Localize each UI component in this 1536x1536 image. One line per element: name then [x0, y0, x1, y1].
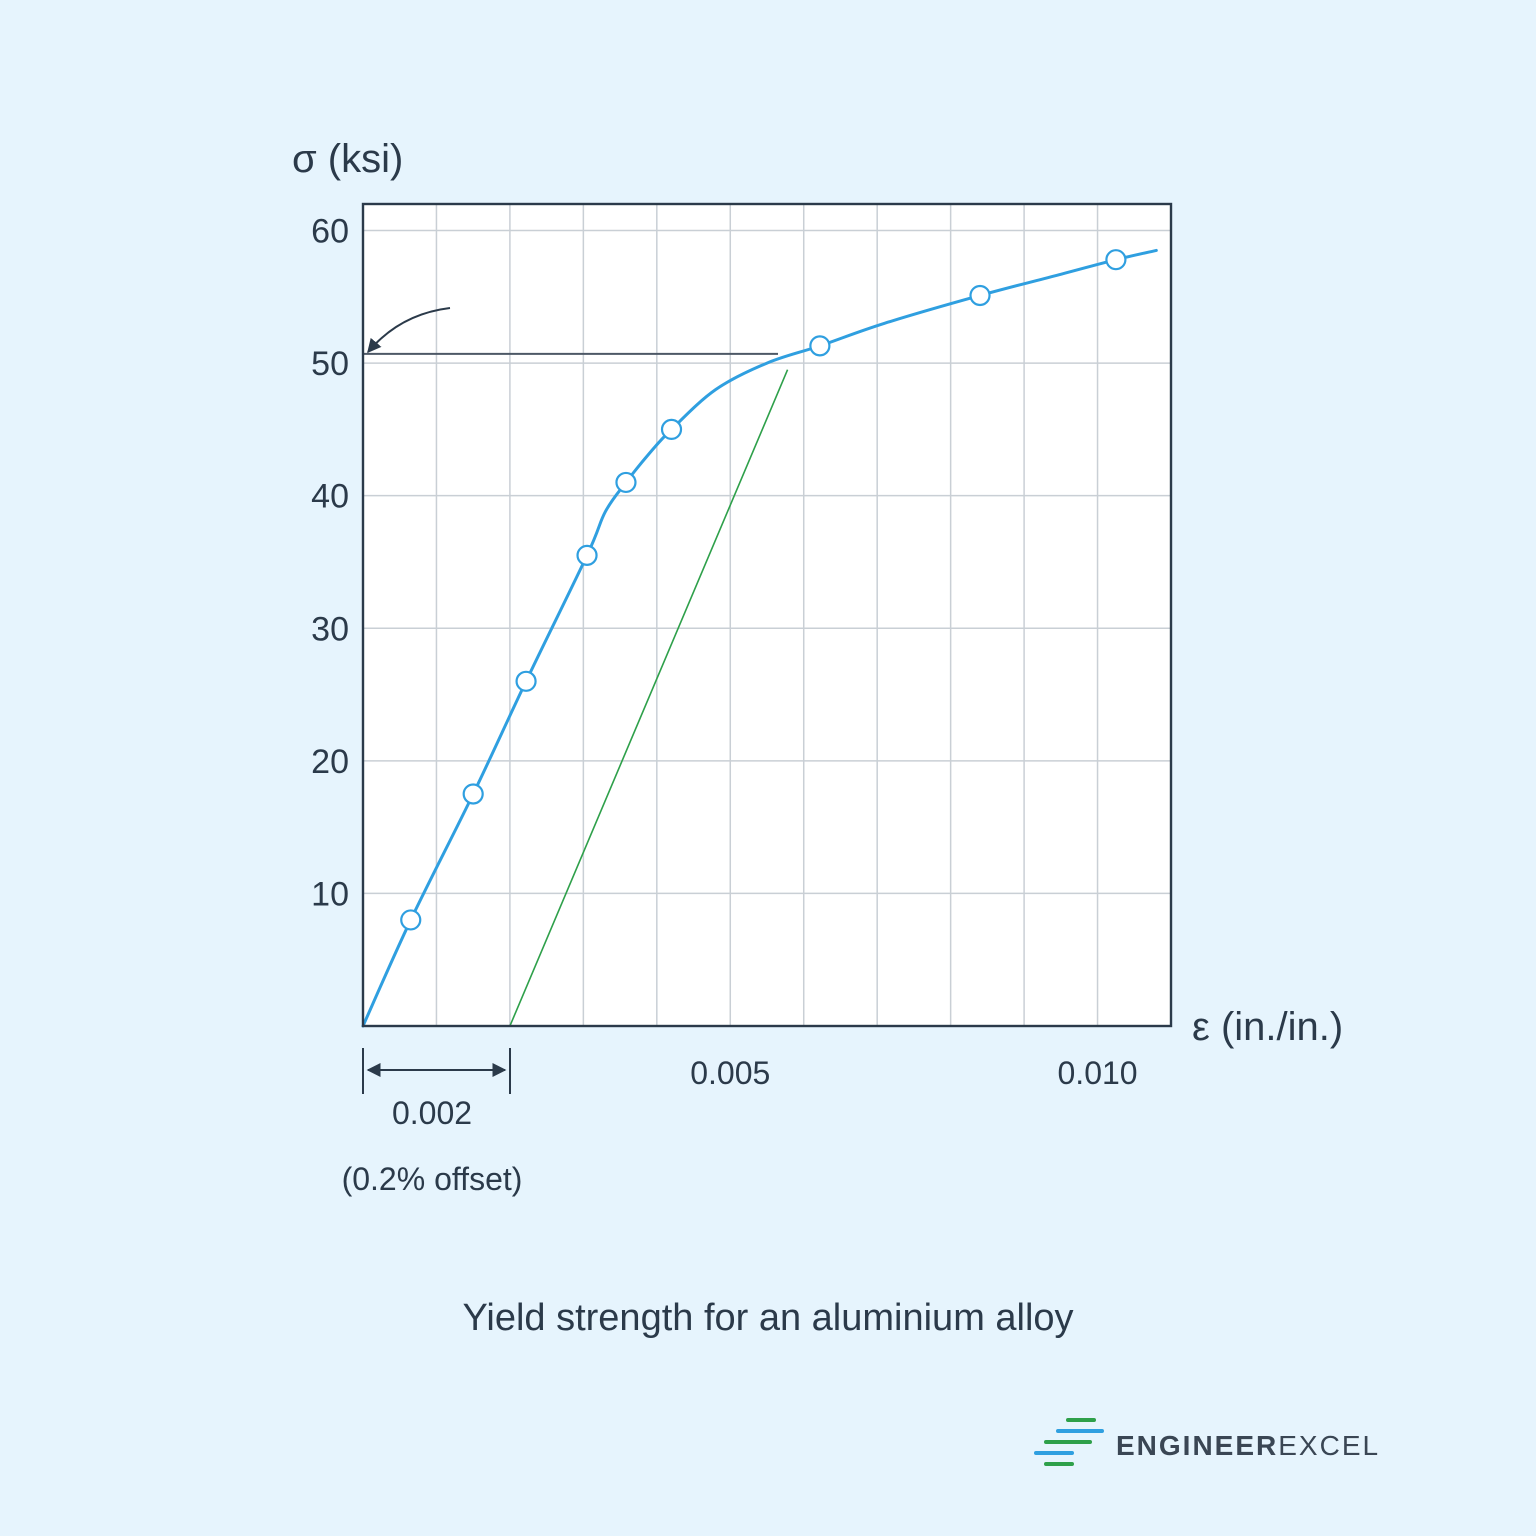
x-tick-labels: 0.005 0.010	[690, 1055, 1137, 1091]
y-tick-label: 20	[311, 743, 349, 781]
offset-dimension: 0.002 (0.2% offset)	[342, 1048, 523, 1197]
data-point-3	[576, 544, 598, 566]
offset-line	[509, 369, 789, 1027]
data-point-0	[400, 909, 422, 931]
offset-value-label: 0.002	[392, 1095, 472, 1131]
data-point-6	[809, 335, 831, 357]
svg-text:ENGINEEREXCEL: ENGINEEREXCEL	[1116, 1430, 1380, 1461]
brand-name-light: EXCEL	[1278, 1430, 1380, 1461]
data-point-8	[1105, 249, 1127, 271]
data-point-4	[615, 471, 637, 494]
y-tick-label: 10	[311, 875, 349, 913]
data-point-2	[515, 670, 537, 692]
brand-logo-icon	[1034, 1418, 1104, 1466]
data-point-1	[462, 783, 484, 805]
data-points	[400, 249, 1127, 931]
y-tick-label: 40	[311, 478, 349, 516]
y-tick-label: 50	[311, 345, 349, 383]
chart-caption: Yield strength for an aluminium alloy	[462, 1297, 1073, 1339]
y-tick-label: 30	[311, 610, 349, 648]
brand-logo: ENGINEEREXCEL	[1034, 1418, 1380, 1466]
y-tick-labels: 10 20 30 40 50 60	[311, 213, 349, 914]
x-tick-label: 0.010	[1058, 1055, 1138, 1091]
plot-frame	[361, 202, 1173, 1028]
brand-name-bold: ENGINEER	[1116, 1430, 1278, 1461]
x-axis-label: ε (in./in.)	[1192, 1005, 1343, 1049]
vertical-gridlines	[435, 204, 1099, 1026]
yield-arrow	[367, 307, 451, 354]
data-point-5	[660, 418, 683, 440]
plot-area	[363, 204, 1171, 1026]
y-axis-label: σ (ksi)	[292, 137, 403, 181]
data-point-7	[969, 284, 991, 307]
horizontal-gridlines	[363, 229, 1171, 895]
y-tick-label: 60	[311, 213, 349, 251]
offset-note-label: (0.2% offset)	[342, 1161, 523, 1197]
x-tick-label: 0.005	[690, 1055, 770, 1091]
